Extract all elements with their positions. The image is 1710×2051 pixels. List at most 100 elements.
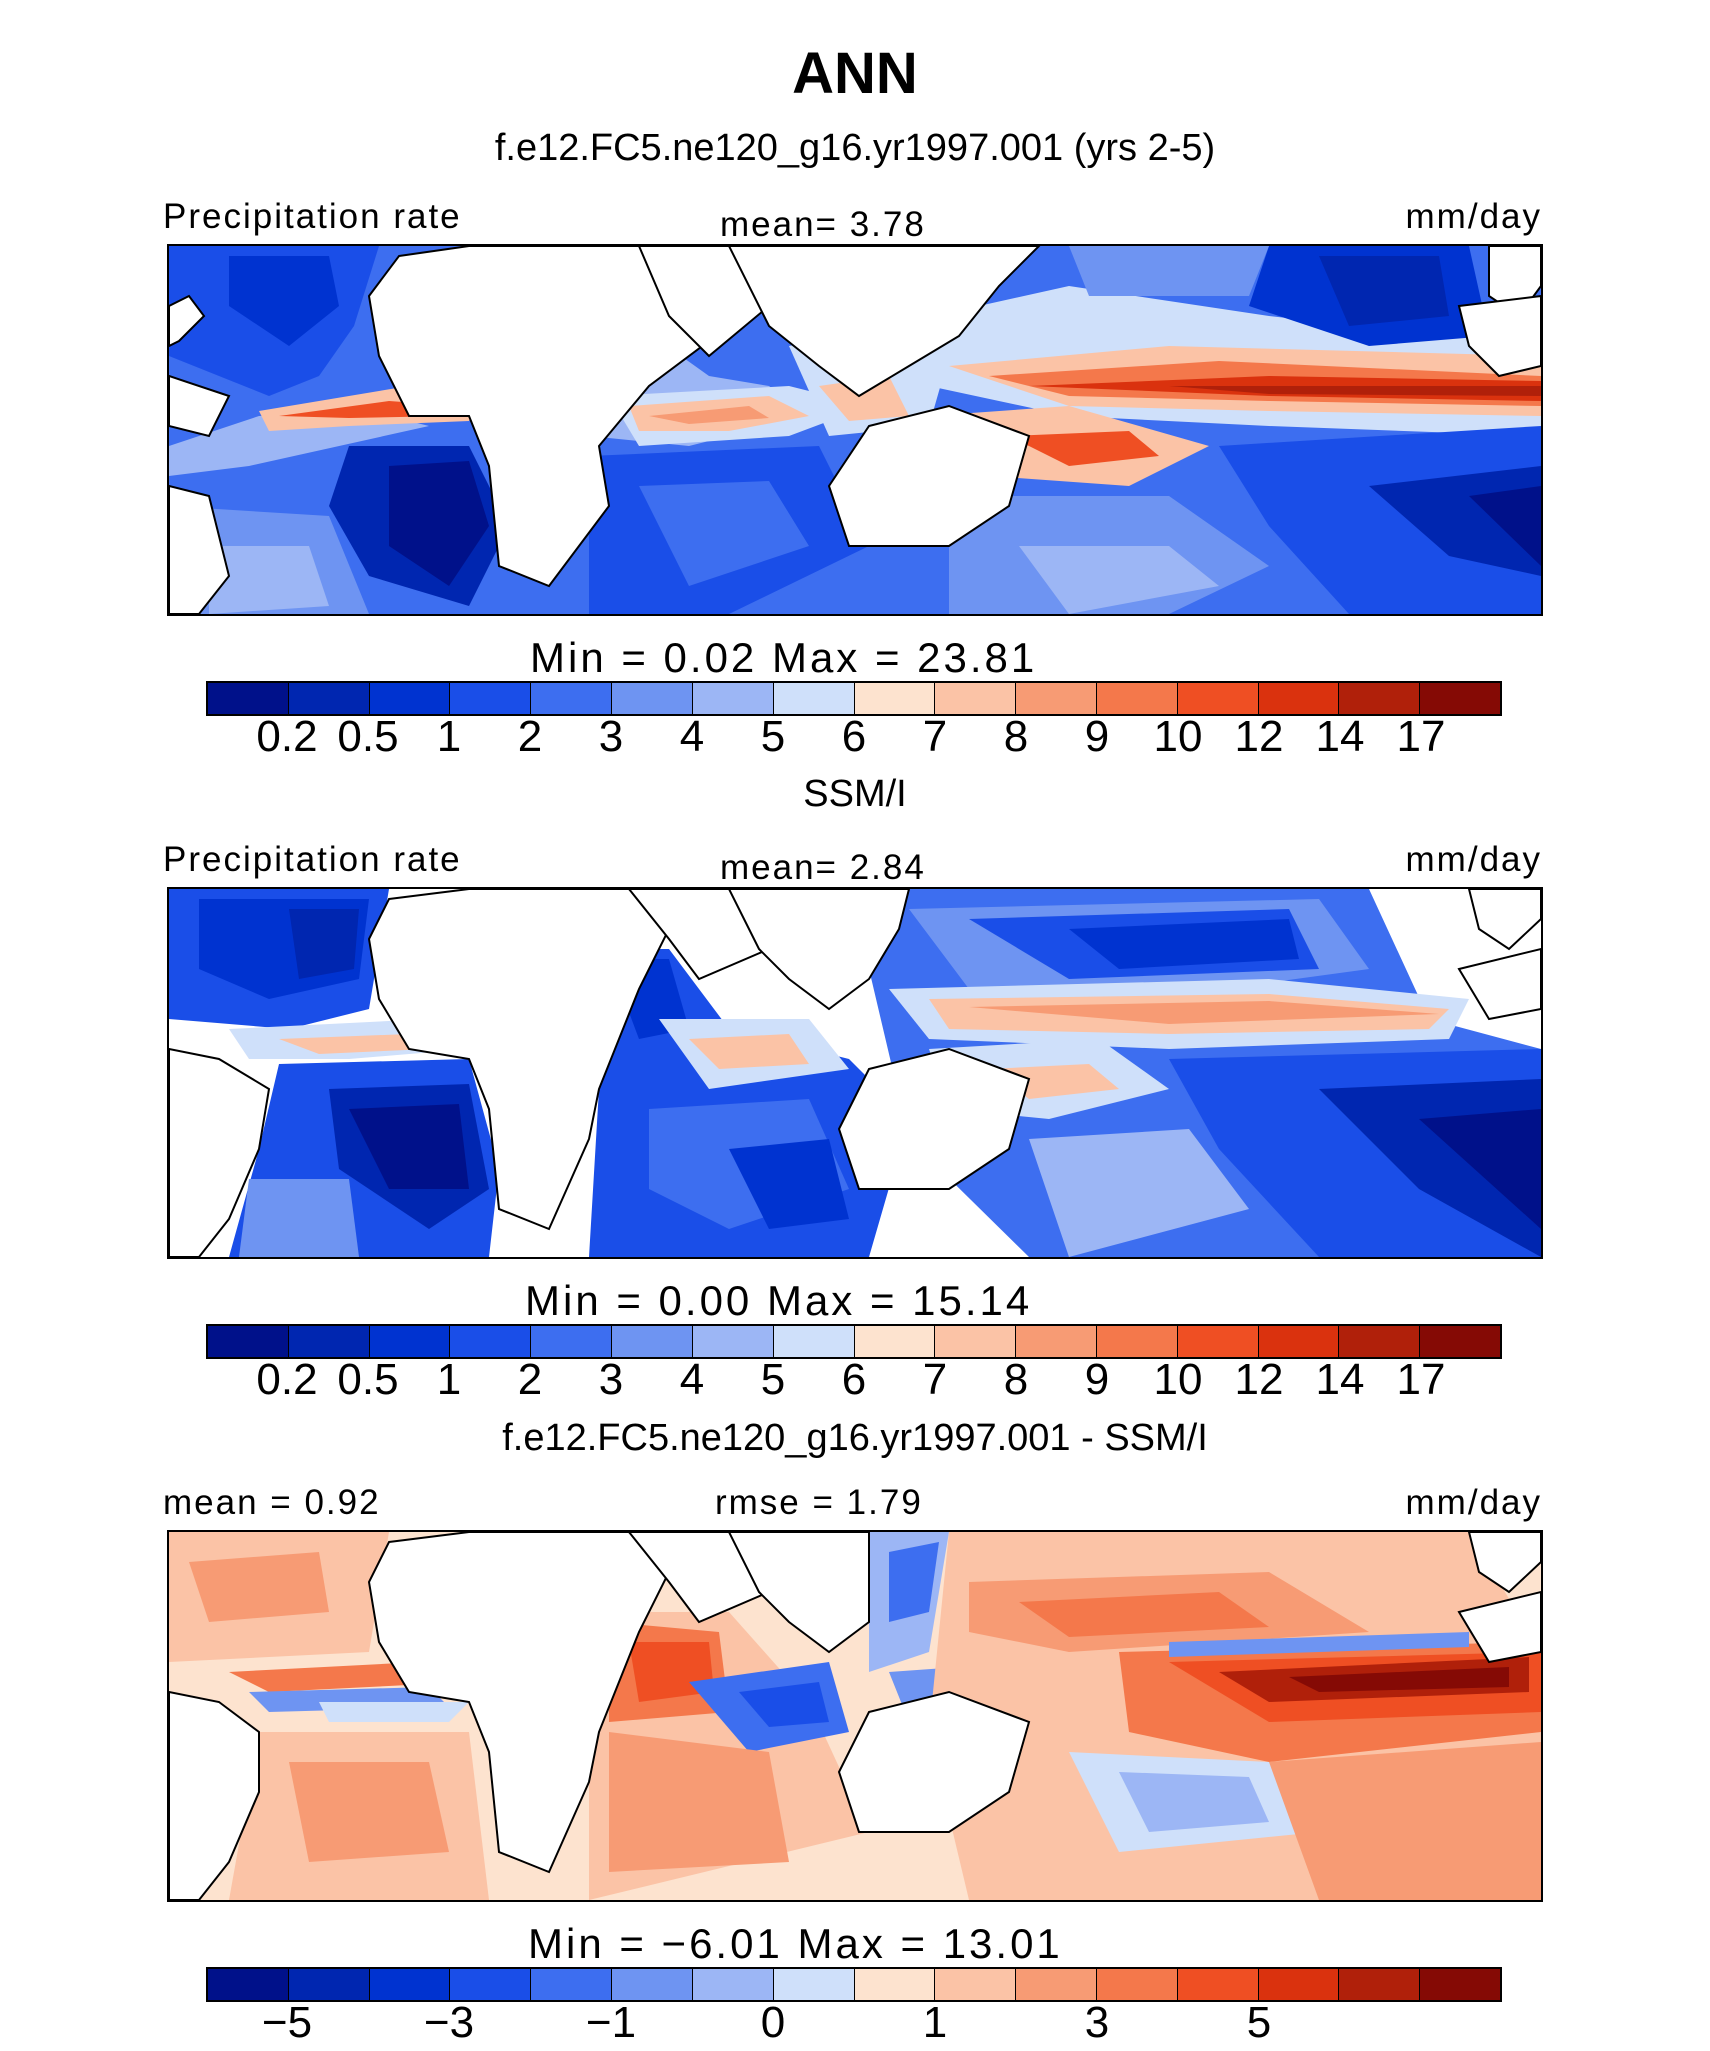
panel-3-colorbar [206,1967,1502,2002]
colorbar-3-swatch [612,1969,693,2000]
colorbar-1-tick-label: 8 [1003,712,1029,761]
panel-3-rmse-label: rmse = 1.79 [715,1483,923,1522]
colorbar-2-swatch [1258,1326,1340,1357]
colorbar-2-tick-label: 10 [1153,1355,1203,1404]
colorbar-3-swatch [854,1969,936,2000]
colorbar-2-swatch [1339,1326,1421,1357]
colorbar-2-tick-label: 0.2 [256,1355,318,1404]
colorbar-1-swatch [1177,683,1259,714]
colorbar-3-tick-label: −1 [585,1998,637,2047]
colorbar-3-tick-label: 1 [922,1998,948,2047]
colorbar-1-swatch [1096,683,1178,714]
colorbar-2-tick-label: 4 [679,1355,705,1404]
panel-2-variable-label: Precipitation rate [163,840,462,879]
panel-1-variable-label: Precipitation rate [163,197,462,236]
colorbar-1-swatch [854,683,936,714]
colorbar-3-swatch [531,1969,613,2000]
colorbar-2-tick-label: 0.5 [337,1355,399,1404]
colorbar-3-swatch [773,1969,855,2000]
colorbar-3-swatch [1339,1969,1421,2000]
colorbar-1-swatch [369,683,451,714]
panel-1-minmax: Min = 0.02 Max = 23.81 [530,634,1038,681]
panel-1-colorbar-ticks: 0.2 0.5 1 2 3 4 5 6 7 8 9 10 12 14 17 [0,712,1710,772]
colorbar-2-tick-label: 17 [1396,1355,1446,1404]
colorbar-3-tick-label: 3 [1084,1998,1110,2047]
colorbar-1-swatch [1258,683,1340,714]
panel-2-minmax: Min = 0.00 Max = 15.14 [525,1277,1033,1324]
colorbar-3-swatch [1420,1969,1500,2000]
colorbar-1-tick-label: 6 [841,712,867,761]
colorbar-2-tick-label: 12 [1234,1355,1284,1404]
panel-3-colorbar-ticks: −5 −3 −1 0 1 3 5 [0,1998,1710,2051]
colorbar-1-tick-label: 0.5 [337,712,399,761]
colorbar-3-swatch [288,1969,370,2000]
panel-1-subtitle: f.e12.FC5.ne120_g16.yr1997.001 (yrs 2-5) [494,127,1216,169]
colorbar-1-swatch [612,683,693,714]
colorbar-3-swatch [1177,1969,1259,2000]
colorbar-3-swatch [369,1969,451,2000]
panel-2-mean-label: mean= 2.84 [720,848,926,887]
colorbar-2-swatch [854,1326,936,1357]
panel-1-units-label: mm/day [1405,197,1542,236]
colorbar-3-swatch [208,1969,289,2000]
colorbar-3-tick-label: 0 [760,1998,786,2047]
colorbar-2-swatch [612,1326,693,1357]
colorbar-1-tick-label: 5 [760,712,786,761]
colorbar-2-swatch [1420,1326,1500,1357]
colorbar-2-swatch [692,1326,774,1357]
colorbar-1-tick-label: 12 [1234,712,1284,761]
panel-3-subtitle: f.e12.FC5.ne120_g16.yr1997.001 - SSM/I [502,1417,1208,1459]
colorbar-1-tick-label: 4 [679,712,705,761]
colorbar-1-swatch [935,683,1017,714]
panel-3-mean-label: mean = 0.92 [163,1483,381,1522]
panel-2-colorbar [206,1324,1502,1359]
panel-3-map [167,1530,1543,1902]
colorbar-2-swatch [208,1326,289,1357]
colorbar-1-tick-label: 14 [1315,712,1365,761]
colorbar-3-tick-label: −5 [261,1998,313,2047]
colorbar-2-swatch [1096,1326,1178,1357]
colorbar-1-tick-label: 2 [517,712,543,761]
panel-2-map-canvas [169,889,1541,1257]
colorbar-2-swatch [450,1326,532,1357]
panel-2-colorbar-ticks: 0.2 0.5 1 2 3 4 5 6 7 8 9 10 12 14 17 [0,1355,1710,1415]
panel-1-map-canvas [169,246,1541,614]
colorbar-1-swatch [1339,683,1421,714]
colorbar-1-swatch [692,683,774,714]
colorbar-3-swatch [1096,1969,1178,2000]
panel-3-minmax: Min = −6.01 Max = 13.01 [528,1920,1063,1967]
colorbar-1-swatch [450,683,532,714]
colorbar-1-swatch [773,683,855,714]
panel-2-subtitle: SSM/I [803,773,907,815]
panel-1-colorbar [206,681,1502,716]
colorbar-3-swatch [1016,1969,1097,2000]
colorbar-3-tick-label: 5 [1246,1998,1272,2047]
panel-2-units-label: mm/day [1405,840,1542,879]
colorbar-3-swatch [450,1969,532,2000]
colorbar-1-swatch [1420,683,1500,714]
colorbar-2-tick-label: 5 [760,1355,786,1404]
colorbar-1-tick-label: 0.2 [256,712,318,761]
panel-3-map-canvas [169,1532,1541,1900]
colorbar-1-swatch [1016,683,1097,714]
colorbar-1-tick-label: 9 [1084,712,1110,761]
colorbar-2-swatch [531,1326,613,1357]
colorbar-3-swatch [692,1969,774,2000]
figure-title: ANN [792,41,918,106]
colorbar-2-tick-label: 14 [1315,1355,1365,1404]
colorbar-2-tick-label: 7 [922,1355,948,1404]
colorbar-1-tick-label: 3 [598,712,624,761]
panel-1-mean-label: mean= 3.78 [720,205,926,244]
colorbar-1-tick-label: 7 [922,712,948,761]
colorbar-1-tick-label: 1 [436,712,462,761]
colorbar-3-tick-label: −3 [423,1998,475,2047]
colorbar-2-swatch [1016,1326,1097,1357]
colorbar-2-swatch [935,1326,1017,1357]
colorbar-2-tick-label: 2 [517,1355,543,1404]
colorbar-2-tick-label: 6 [841,1355,867,1404]
colorbar-1-swatch [288,683,370,714]
colorbar-2-swatch [773,1326,855,1357]
colorbar-2-swatch [369,1326,451,1357]
colorbar-3-swatch [1258,1969,1340,2000]
colorbar-2-tick-label: 8 [1003,1355,1029,1404]
